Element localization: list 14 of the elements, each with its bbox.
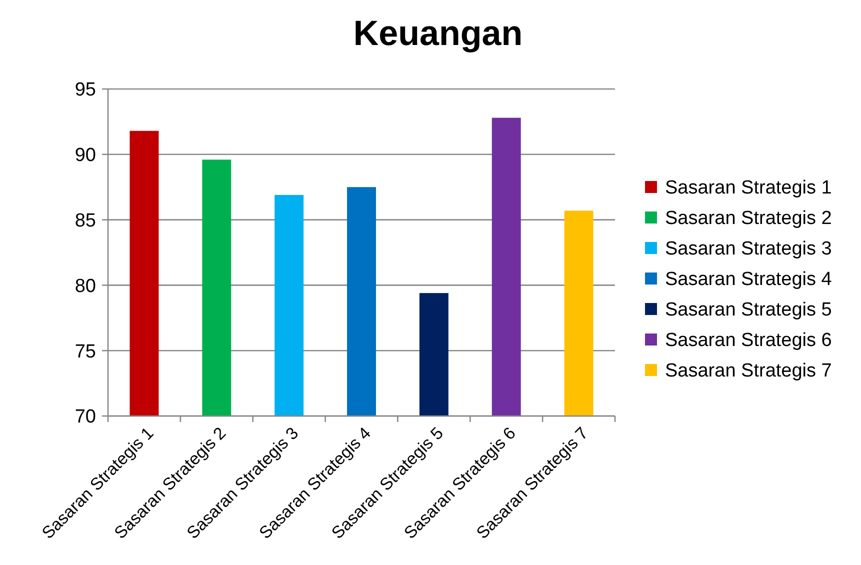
y-tick-label: 90 xyxy=(74,145,96,166)
y-tick-label: 85 xyxy=(74,210,96,232)
y-tick-label: 95 xyxy=(74,80,96,101)
legend-label: Sasaran Strategis 6 xyxy=(665,330,832,352)
y-tick-label: 75 xyxy=(74,341,96,362)
legend-label: Sasaran Strategis 2 xyxy=(665,208,832,230)
y-tick-label: 70 xyxy=(74,406,96,428)
y-tick-label: 80 xyxy=(74,276,96,297)
chart-title: Keuangan xyxy=(353,14,523,53)
legend-label: Sasaran Strategis 7 xyxy=(665,360,832,382)
legend-label: Sasaran Strategis 1 xyxy=(665,178,832,199)
legend-label: Sasaran Strategis 4 xyxy=(665,269,832,290)
legend-label: Sasaran Strategis 5 xyxy=(665,300,832,321)
legend-label: Sasaran Strategis 3 xyxy=(665,238,832,260)
